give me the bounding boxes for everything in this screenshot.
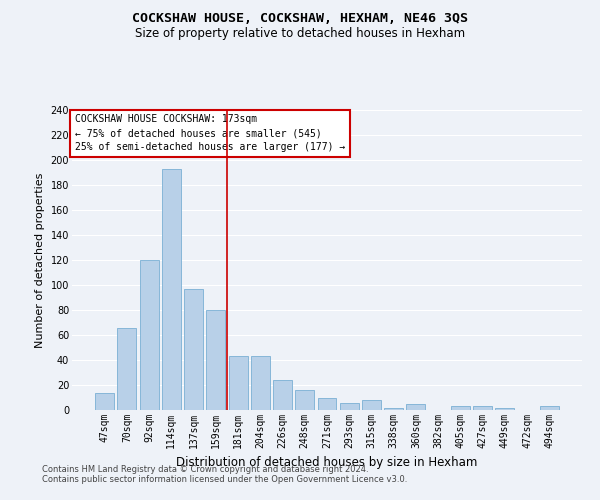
Text: Size of property relative to detached houses in Hexham: Size of property relative to detached ho… (135, 28, 465, 40)
Bar (184, 289, 203, 410)
Y-axis label: Number of detached properties: Number of detached properties (35, 172, 45, 348)
Text: COCKSHAW HOUSE, COCKSHAW, HEXHAM, NE46 3QS: COCKSHAW HOUSE, COCKSHAW, HEXHAM, NE46 3… (132, 12, 468, 26)
Bar (229, 356, 248, 410)
Bar (362, 400, 381, 410)
Text: Contains HM Land Registry data © Crown copyright and database right 2024.: Contains HM Land Registry data © Crown c… (42, 466, 368, 474)
Bar (451, 406, 470, 410)
Bar (95, 392, 114, 410)
Bar (317, 398, 337, 410)
Bar (140, 260, 158, 410)
Bar (118, 328, 136, 410)
Bar (384, 408, 403, 410)
Bar (496, 408, 514, 410)
Bar (295, 390, 314, 410)
Bar (162, 169, 181, 410)
Text: COCKSHAW HOUSE COCKSHAW: 173sqm
← 75% of detached houses are smaller (545)
25% o: COCKSHAW HOUSE COCKSHAW: 173sqm ← 75% of… (74, 114, 345, 152)
Bar (251, 356, 270, 410)
Bar (206, 310, 225, 410)
X-axis label: Distribution of detached houses by size in Hexham: Distribution of detached houses by size … (176, 456, 478, 469)
Text: Contains public sector information licensed under the Open Government Licence v3: Contains public sector information licen… (42, 476, 407, 484)
Bar (340, 402, 359, 410)
Bar (273, 380, 292, 410)
Bar (406, 404, 425, 410)
Bar (473, 406, 492, 410)
Bar (540, 406, 559, 410)
